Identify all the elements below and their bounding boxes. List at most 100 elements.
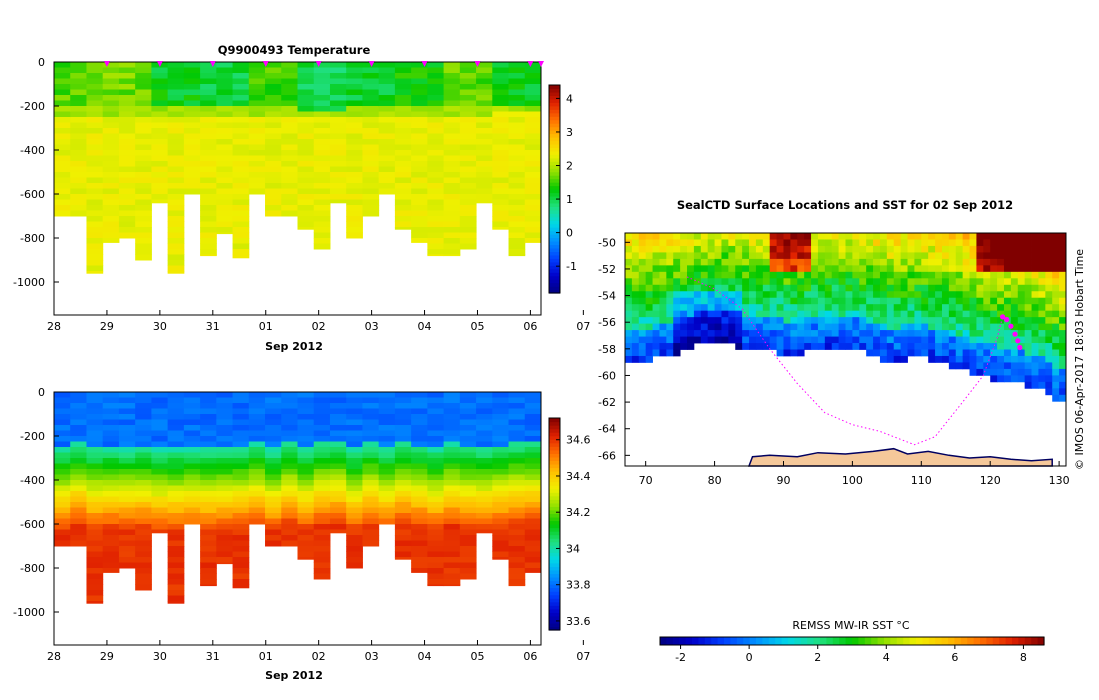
sst-cell: [831, 258, 840, 266]
sst-cell: [680, 310, 688, 318]
section-cell: [427, 452, 445, 459]
section-cell: [135, 513, 152, 519]
sst-cell: [1045, 310, 1053, 318]
section-cell: [281, 172, 298, 178]
colorbar-swatch: [549, 227, 560, 232]
section-cell: [411, 518, 428, 525]
section-cell: [265, 502, 282, 508]
section-cell: [265, 166, 282, 173]
section-cell: [362, 535, 380, 541]
section-cell: [362, 496, 380, 503]
sst-cell: [948, 245, 957, 253]
sst-cell: [983, 297, 991, 305]
section-cell: [459, 155, 477, 162]
sst-cell: [845, 330, 853, 337]
section-cell: [216, 177, 234, 184]
sst-cell: [831, 304, 840, 312]
sst-cell: [1024, 323, 1032, 331]
sst-cell: [714, 323, 722, 331]
section-cell: [411, 89, 428, 96]
sst-cell: [1038, 245, 1046, 253]
sst-cell: [693, 330, 702, 337]
section-cell: [443, 441, 461, 448]
y-tick-label: -62: [598, 396, 616, 409]
section-cell: [54, 485, 71, 492]
section-cell: [411, 188, 428, 195]
sst-cell: [1038, 258, 1046, 266]
section-cell: [492, 463, 510, 470]
section-cell: [346, 397, 363, 404]
sst-cell: [625, 271, 633, 279]
sst-cell: [831, 278, 840, 286]
sst-cell: [638, 317, 647, 325]
section-cell: [329, 172, 347, 178]
section-cell: [167, 518, 185, 525]
section-cell: [265, 84, 282, 90]
sst-cell: [1031, 271, 1039, 279]
section-cell: [232, 414, 250, 420]
section-cell: [492, 183, 510, 189]
sst-cell: [721, 304, 729, 312]
section-cell: [135, 452, 152, 459]
section-cell: [248, 474, 266, 481]
section-cell: [378, 469, 396, 475]
sst-cell: [659, 252, 667, 260]
section-cell: [183, 480, 201, 486]
sst-cell: [997, 323, 1005, 331]
section-cell: [281, 155, 298, 162]
section-cell: [443, 210, 461, 217]
section-cell: [86, 265, 104, 272]
section-cell: [183, 458, 201, 464]
sst-cell: [693, 297, 702, 305]
sst-cell: [1052, 291, 1060, 299]
sst-cell: [749, 258, 757, 266]
section-cell: [54, 496, 71, 503]
section-cell: [427, 67, 445, 74]
sst-cell: [1045, 291, 1053, 299]
section-cell: [135, 573, 152, 580]
section-cell: [492, 408, 510, 415]
section-cell: [232, 480, 250, 486]
section-cell: [265, 469, 282, 475]
temperature-axes: 28 29 30 31 01 02 03 04 05 06 070-200-400-600-800-…: [13, 56, 590, 333]
colorbar-swatch: [549, 213, 560, 218]
sst-cell: [680, 233, 688, 240]
sst-cell: [680, 271, 688, 279]
section-cell: [86, 249, 104, 255]
section-cell: [459, 469, 477, 475]
sst-cell: [687, 278, 695, 286]
section-cell: [492, 436, 510, 442]
sst-cell: [749, 330, 757, 337]
sst-cell: [873, 349, 881, 357]
colorbar-swatch: [960, 637, 968, 645]
section-cell: [248, 485, 266, 492]
sst-cell: [783, 245, 791, 253]
sst-cell: [804, 310, 812, 318]
section-cell: [476, 491, 493, 497]
x-tick-label: 01: [259, 320, 273, 333]
section-cell: [216, 502, 234, 508]
x-tick-label: 29: [100, 650, 114, 663]
sst-cell: [859, 317, 867, 325]
sst-cell: [879, 355, 888, 363]
profile-marker: [421, 61, 428, 67]
sst-cell: [817, 258, 826, 266]
section-cell: [394, 518, 412, 525]
colorbar-swatch: [549, 237, 560, 242]
section-cell: [394, 408, 412, 415]
section-cell: [411, 436, 428, 442]
section-cell: [183, 128, 201, 134]
sst-cell: [742, 336, 750, 344]
section-cell: [200, 150, 217, 156]
sst-cell: [1003, 330, 1012, 337]
section-cell: [443, 111, 461, 118]
section-cell: [167, 463, 185, 470]
sst-cell: [680, 297, 688, 305]
sst-cell: [1045, 362, 1053, 370]
sst-cell: [755, 297, 764, 305]
section-cell: [281, 106, 298, 112]
section-cell: [313, 408, 331, 415]
section-cell: [86, 254, 104, 261]
section-cell: [70, 78, 87, 85]
section-cell: [183, 419, 201, 426]
